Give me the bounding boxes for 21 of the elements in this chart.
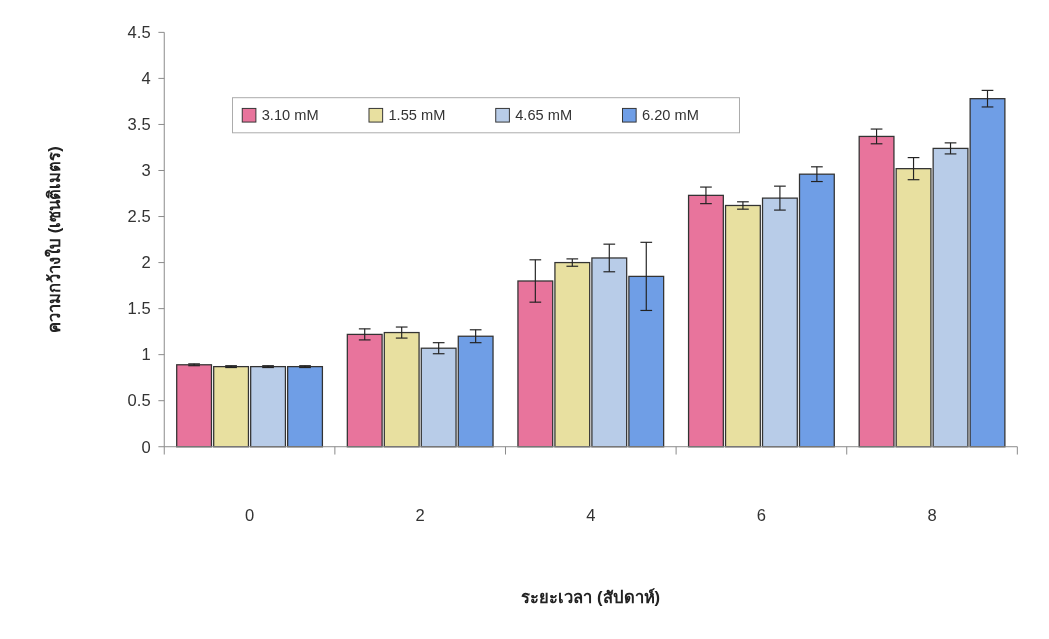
- y-tick-label: 4: [141, 69, 151, 89]
- y-tick-label: 1.5: [127, 299, 151, 319]
- x-tick-label: 2: [415, 505, 425, 525]
- legend-label: 6.20 mM: [641, 107, 699, 124]
- y-tick-label: 1: [141, 345, 151, 365]
- y-tick-label: 2.5: [127, 207, 151, 227]
- legend-label: 4.65 mM: [515, 107, 573, 124]
- y-tick-label: 4.5: [127, 23, 151, 43]
- y-tick-label: 3.5: [127, 115, 151, 135]
- x-tick-label: 8: [927, 505, 937, 525]
- y-axis-title: ความกว้างใบ (เซนติเมตร): [43, 146, 64, 333]
- legend-label: 1.55 mM: [388, 107, 446, 124]
- y-tick-label: 3: [141, 161, 151, 181]
- y-tick-label: 0.5: [127, 391, 151, 411]
- x-tick-label: 0: [244, 505, 255, 525]
- y-tick-label: 2: [141, 253, 151, 273]
- x-tick-label: 6: [756, 505, 767, 525]
- legend-label: 3.10 mM: [261, 107, 319, 124]
- x-tick-label: 4: [586, 505, 596, 525]
- y-tick-label: 0: [141, 437, 151, 457]
- x-axis-title: ระยะเวลา (สัปดาห์): [521, 587, 661, 607]
